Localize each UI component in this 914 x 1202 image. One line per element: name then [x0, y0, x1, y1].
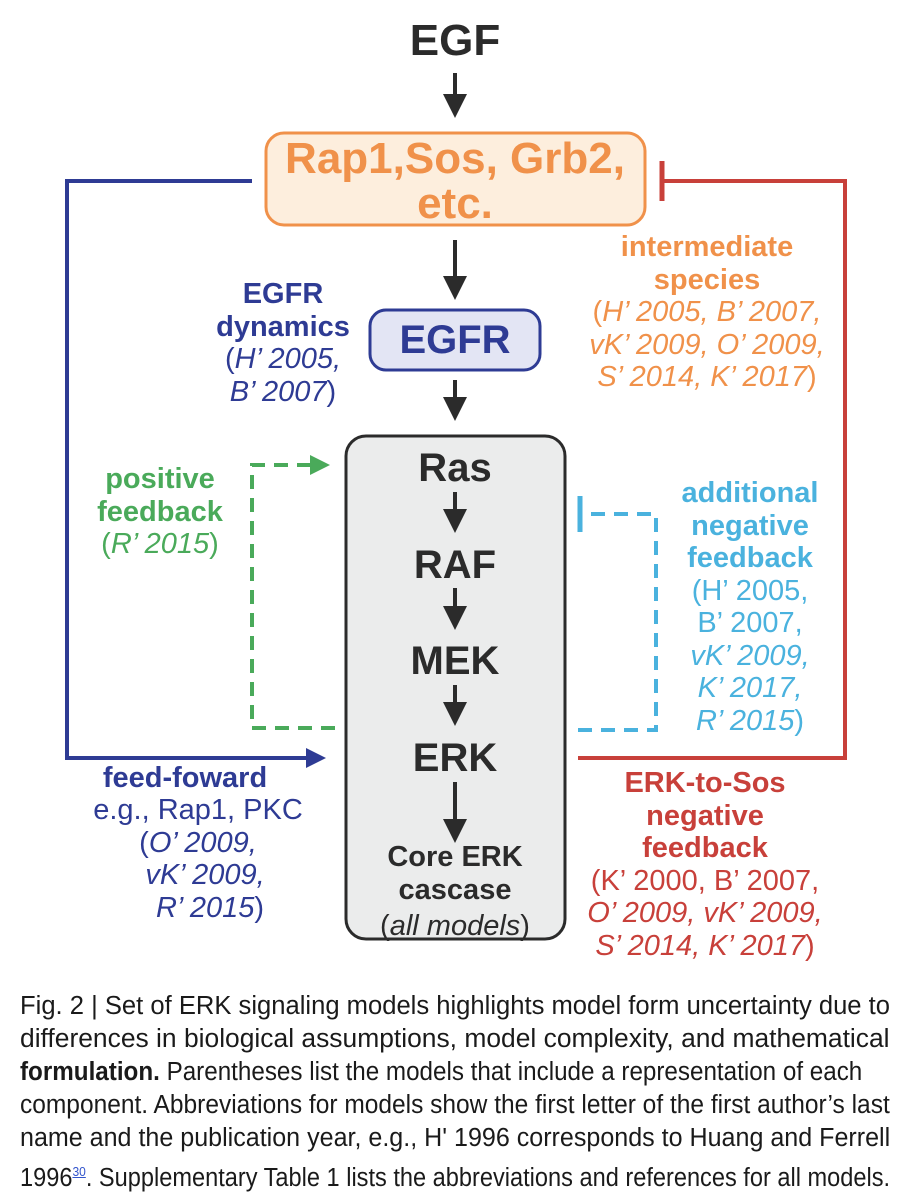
node-ras: Ras: [418, 446, 492, 490]
caption-line: name and the publication year, e.g., H' …: [20, 1124, 891, 1152]
node-egfr: EGFR: [399, 318, 511, 362]
node-erk: ERK: [412, 736, 498, 780]
core-label-2: cascase: [398, 874, 512, 906]
additional-negative-title-2: negative: [691, 510, 809, 542]
additional-negative-title-1: additional: [681, 477, 819, 509]
erk-to-sos-title-3: feedback: [642, 832, 768, 864]
caption-bold: formulation.: [20, 1058, 160, 1086]
intermediate-species-title-2: species: [653, 264, 761, 296]
feed-forward-ref-2: vK’ 2009,: [145, 859, 265, 891]
feed-forward-ref-3: R’ 2015): [155, 892, 265, 924]
egfr-dynamics-ref-2: B’ 2007): [229, 376, 337, 408]
intermediate-species-ref-3: S’ 2014, K’ 2017): [597, 361, 817, 393]
intermediate-species-title-1: intermediate: [620, 231, 794, 263]
caption-text: . Supplementary Table 1 lists the abbrev…: [85, 1164, 891, 1192]
node-raf: RAF: [413, 543, 497, 587]
caption-line: Fig. 2 | Set of ERK signaling models hig…: [20, 992, 890, 1020]
erk-to-sos-ref-2: O’ 2009, vK’ 2009,: [587, 897, 823, 929]
feed-forward-ref-1: (O’ 2009,: [139, 827, 257, 859]
additional-negative-ref-2: B’ 2007,: [697, 607, 803, 639]
egfr-dynamics-title-1: EGFR: [242, 278, 324, 310]
intermediate-box: [264, 131, 647, 227]
egfr-dynamics-ref-1: (H’ 2005,: [224, 343, 342, 375]
erk-to-sos-ref-1: (K’ 2000, B’ 2007,: [590, 865, 820, 897]
paren: (: [380, 910, 390, 942]
node-mek: MEK: [410, 639, 500, 683]
positive-feedback-title-1: positive: [105, 463, 215, 495]
all-models: all models: [389, 910, 521, 942]
ref: R’ 2015: [110, 528, 210, 560]
positive-feedback-line: [250, 455, 335, 730]
node-intermediate-line2: etc.: [417, 179, 493, 228]
egfr-box: [368, 308, 542, 372]
ref: B’ 2007: [229, 376, 327, 408]
core-label-1: Core ERK: [387, 841, 523, 873]
ref: R’ 2015: [155, 892, 255, 924]
caption-line: 199630. Supplementary Table 1 lists the …: [20, 1155, 890, 1195]
caption-line: component. Abbreviations for models show…: [20, 1091, 890, 1119]
caption-text: 1996: [20, 1164, 73, 1192]
node-egf: EGF: [409, 16, 501, 65]
paren: ): [520, 910, 530, 942]
ref: H’ 2005, B’ 2007,: [602, 296, 822, 328]
caption-text: Parentheses list the models that include…: [159, 1058, 863, 1086]
additional-negative-feedback-line: [578, 512, 658, 732]
ref: S’ 2014, K’ 2017: [595, 930, 805, 962]
positive-feedback-title-2: feedback: [97, 496, 223, 528]
ref: H’ 2005,: [234, 343, 342, 375]
additional-negative-ref-5: R’ 2015): [695, 705, 805, 737]
ref: R’ 2015: [695, 705, 795, 737]
additional-negative-title-3: feedback: [687, 542, 813, 574]
erk-to-sos-ref-3: S’ 2014, K’ 2017): [595, 930, 815, 962]
additional-negative-ref-4: K’ 2017,: [697, 672, 803, 704]
additional-negative-ref-3: vK’ 2009,: [690, 640, 810, 672]
node-intermediate-line1: Rap1,Sos, Grb2,: [285, 134, 625, 183]
core-label-3: (all models): [380, 910, 530, 943]
feed-forward-line: [65, 179, 326, 768]
additional-negative-ref-1: (H’ 2005,: [691, 575, 809, 607]
intermediate-species-ref-1: (H’ 2005, B’ 2007,: [592, 296, 822, 328]
caption-line: differences in biological assumptions, m…: [20, 1025, 890, 1053]
ref: O’ 2009,: [148, 827, 257, 859]
reference-link[interactable]: 30: [72, 1164, 86, 1179]
erk-to-sos-title-1: ERK-to-Sos: [624, 767, 786, 799]
pathway-diagram: [65, 73, 847, 941]
erk-to-sos-title-2: negative: [646, 800, 764, 832]
intermediate-species-ref-2: vK’ 2009, O’ 2009,: [589, 329, 825, 361]
positive-feedback-ref: (R’ 2015): [101, 528, 219, 560]
caption-line: formulation. Parentheses list the models…: [20, 1056, 862, 1089]
erk-to-sos-line: [578, 179, 847, 760]
feed-forward-title: feed-foward: [102, 762, 268, 794]
egfr-dynamics-title-2: dynamics: [216, 311, 350, 343]
feed-forward-example: e.g., Rap1, PKC: [93, 794, 303, 826]
ref: S’ 2014, K’ 2017: [597, 361, 807, 393]
